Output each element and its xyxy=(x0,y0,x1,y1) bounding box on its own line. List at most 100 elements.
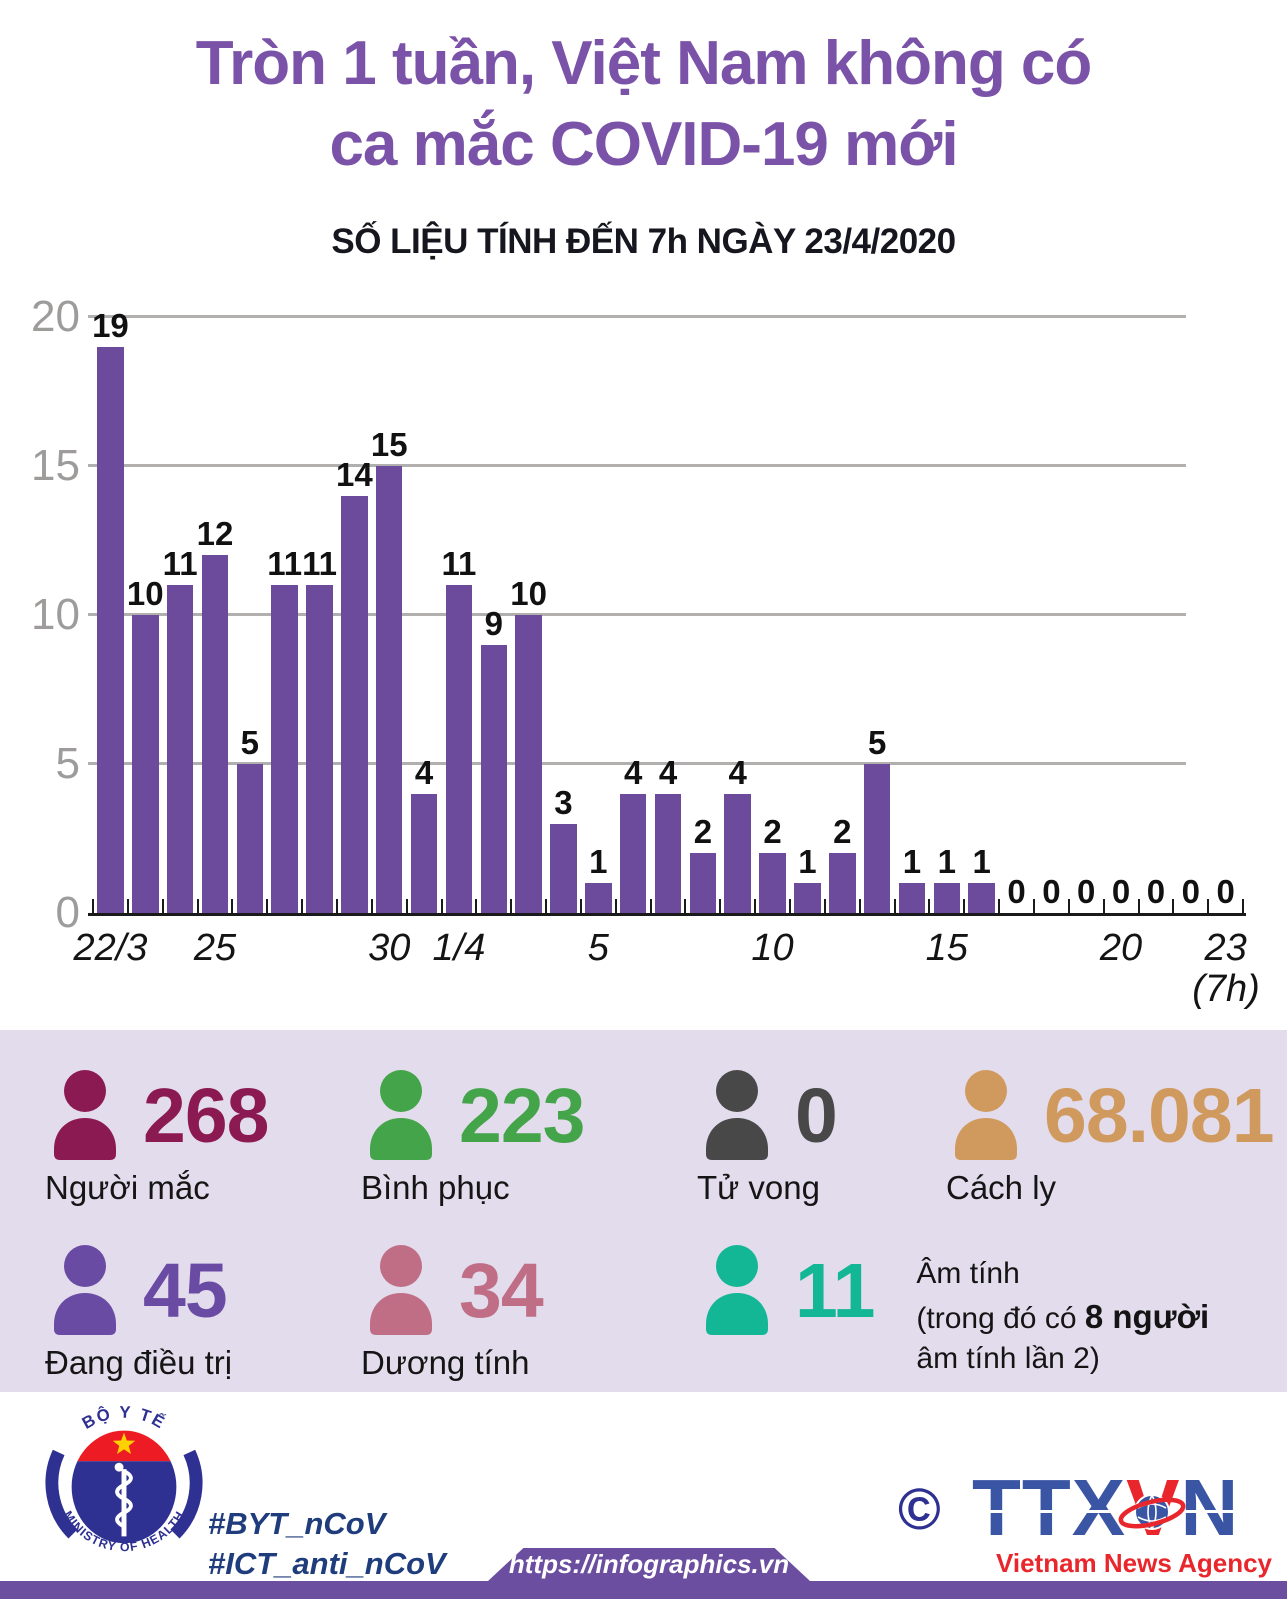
daily-cases-bar-chart: (7h) 0 5 10 15 20 19 10 11 12 5 11 11 14 15 4 11 9 10 3 1 4 4… xyxy=(0,292,1287,1030)
stat-value: 268 xyxy=(143,1072,269,1159)
stat-cach-ly: 68.081 Cách ly xyxy=(946,1067,1275,1207)
axis-tick xyxy=(196,899,199,913)
y-axis-label: 0 xyxy=(55,888,80,937)
person-icon xyxy=(370,1245,432,1335)
stat-dang-dieu-tri: 45 Đang điều trị xyxy=(45,1242,232,1382)
axis-tick xyxy=(266,899,269,913)
stat-main: 0 xyxy=(697,1067,838,1161)
y-axis-label: 20 xyxy=(31,292,80,341)
axis-tick xyxy=(649,899,652,913)
person-icon xyxy=(54,1070,116,1160)
axis-tick xyxy=(1067,899,1070,913)
x-axis-tick-label: 5 xyxy=(587,927,609,969)
axis-tick xyxy=(614,899,617,913)
stat-value: 11 xyxy=(795,1247,875,1334)
stat-main: 34 xyxy=(361,1242,544,1336)
axis-tick xyxy=(126,899,129,913)
page-title-line2: ca mắc COVID-19 mới xyxy=(329,109,958,179)
bar-value-label: 11 xyxy=(267,545,303,583)
stat-label: Tử vong xyxy=(697,1169,820,1206)
bar-value-label: 11 xyxy=(302,545,337,583)
bar-value-label: 5 xyxy=(240,724,259,761)
person-icon xyxy=(54,1245,116,1335)
stats-panel: 268 Người mắc 223 Bình phục 0 xyxy=(0,1030,1287,1392)
bar-value-label: 4 xyxy=(623,753,643,791)
y-axis-label: 15 xyxy=(31,441,80,490)
stat-value: 223 xyxy=(459,1072,585,1159)
axis-tick xyxy=(789,899,791,913)
bar-value-label: 15 xyxy=(370,426,408,463)
bar xyxy=(550,823,577,913)
bar-value-label: 10 xyxy=(510,575,547,612)
stat-main: 68.081 xyxy=(946,1067,1275,1161)
bar-value-label: 19 xyxy=(92,306,129,344)
bar xyxy=(654,793,682,913)
gridline xyxy=(88,464,1186,467)
bar-value-label: 3 xyxy=(554,783,573,821)
bar xyxy=(724,793,751,913)
axis-tick xyxy=(1137,899,1140,913)
bar-value-label: 9 xyxy=(484,604,503,642)
stat-main: 45 xyxy=(45,1242,232,1336)
page-title-line1: Tròn 1 tuần, Việt Nam không có xyxy=(195,29,1093,98)
ttxvn-logo: TTXVN Vietnam News Agency xyxy=(972,1468,1277,1579)
axis-tick xyxy=(823,899,826,913)
bar-value-label: 12 xyxy=(196,515,234,553)
bar xyxy=(341,495,368,913)
axis-tick xyxy=(1207,899,1210,913)
stat-label: Cách ly xyxy=(946,1169,1057,1206)
stat-tu-vong: 0 Tử vong xyxy=(697,1067,838,1207)
stat-note-line2: (trong đó có 8 người xyxy=(916,1297,1210,1335)
bar-value-label: 1 xyxy=(798,843,817,881)
bar xyxy=(306,585,333,913)
svg-text:BỘ Y TẾ: BỘ Y TẾ xyxy=(79,1403,169,1433)
axis-tick xyxy=(335,899,338,913)
x-axis-tick-label: 1/4 xyxy=(432,927,486,969)
bar-value-label: 0 xyxy=(1042,873,1061,910)
axis-tick xyxy=(161,899,164,913)
axis-tick xyxy=(475,899,478,913)
gridline xyxy=(88,762,1186,765)
bar xyxy=(271,585,298,913)
bar xyxy=(585,883,612,913)
axis-tick xyxy=(301,899,304,913)
axis-tick xyxy=(928,899,931,913)
x-axis-line xyxy=(88,913,1246,916)
x-axis-tick-label: 30 xyxy=(368,927,411,969)
bar-value-label: 1 xyxy=(972,843,991,881)
subtitle: SỐ LIỆU TÍNH ĐẾN 7h NGÀY 23/4/2020 xyxy=(331,222,956,261)
y-axis-label: 10 xyxy=(31,590,80,639)
snake-head xyxy=(114,1462,124,1472)
bar-value-label: 1 xyxy=(902,843,922,881)
bar xyxy=(97,346,124,913)
page-title: Tròn 1 tuần, Việt Nam không có ca mắc CO… xyxy=(0,24,1287,185)
gridline xyxy=(88,613,1186,616)
bar xyxy=(968,883,995,913)
hashtags: #BYT_nCoV #ICT_anti_nCoV xyxy=(208,1504,446,1585)
bar xyxy=(445,585,473,913)
url-ribbon: https://infographics.vn xyxy=(488,1548,810,1581)
stat-am-tinh: 11 Âm tính (trong đó có 8 người âm tính … xyxy=(697,1242,1209,1375)
stat-main: 268 xyxy=(45,1067,269,1161)
x-axis-tick-label: 25 xyxy=(193,927,237,969)
y-axis-label: 5 xyxy=(55,739,80,788)
snake-icon xyxy=(115,1469,133,1529)
bar-value-label: 10 xyxy=(126,575,164,612)
axis-tick xyxy=(370,899,373,913)
axis-tick xyxy=(893,899,896,913)
bar xyxy=(480,644,508,913)
bar xyxy=(132,615,159,913)
stat-label: Bình phục xyxy=(361,1169,510,1206)
bar xyxy=(759,853,786,913)
ttxvn-ttx: TTX xyxy=(972,1463,1127,1552)
gridline xyxy=(88,315,1186,318)
bottom-bar xyxy=(0,1581,1287,1599)
stat-label: Người mắc xyxy=(45,1169,210,1206)
bar xyxy=(829,853,856,913)
bar xyxy=(236,764,264,913)
stat-main: 223 xyxy=(361,1067,585,1161)
bar-value-label: 14 xyxy=(336,455,373,493)
star-icon xyxy=(112,1432,136,1455)
bar xyxy=(689,853,717,913)
ministry-of-health-logo: BỘ Y TẾ MINISTRY OF HEALTH xyxy=(45,1403,203,1554)
